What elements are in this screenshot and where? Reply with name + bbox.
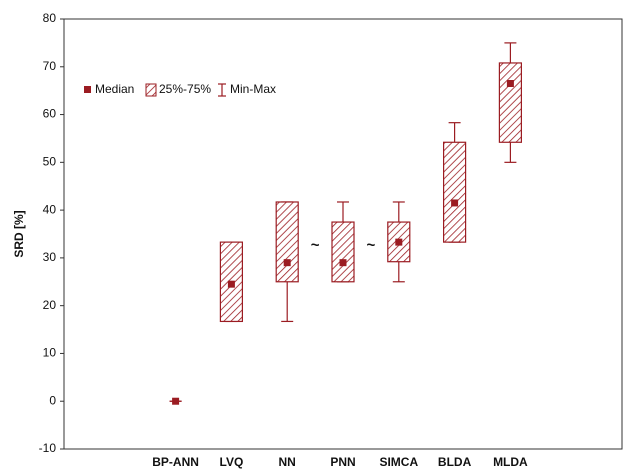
x-tick-label: LVQ bbox=[220, 455, 244, 469]
x-tick-label: MLDA bbox=[493, 455, 528, 469]
median-marker bbox=[339, 259, 347, 267]
median-marker bbox=[172, 397, 180, 405]
x-tick-label: SIMCA bbox=[379, 455, 418, 469]
annotation: ~ bbox=[311, 237, 320, 254]
box bbox=[275, 201, 299, 283]
x-tick-label: PNN bbox=[330, 455, 355, 469]
plot-frame bbox=[63, 18, 623, 450]
y-tick-label: 60 bbox=[43, 107, 57, 121]
median-marker bbox=[506, 80, 514, 87]
y-tick-label: 20 bbox=[43, 298, 57, 312]
y-tick-label: 40 bbox=[43, 202, 57, 216]
y-axis-label: SRD [%] bbox=[12, 210, 26, 257]
box bbox=[443, 141, 467, 243]
x-tick-label: BP-ANN bbox=[152, 455, 199, 469]
median-marker bbox=[227, 280, 235, 288]
median-marker bbox=[395, 238, 403, 246]
median-marker bbox=[283, 259, 291, 267]
y-tick-label: 70 bbox=[43, 59, 57, 73]
median-marker bbox=[451, 199, 459, 207]
y-tick-label: 0 bbox=[49, 393, 56, 407]
y-tick-label: 10 bbox=[43, 346, 57, 360]
legend-box-swatch bbox=[145, 83, 157, 97]
box bbox=[498, 62, 522, 143]
box bbox=[331, 221, 355, 283]
y-tick-label: 80 bbox=[43, 11, 57, 25]
x-tick-label: BLDA bbox=[438, 455, 472, 469]
legend-median-swatch bbox=[84, 86, 91, 93]
y-tick-label: 50 bbox=[43, 155, 57, 169]
legend-label: 25%-75% bbox=[159, 82, 211, 96]
y-tick-label: 30 bbox=[43, 250, 57, 264]
legend-label: Min-Max bbox=[230, 82, 276, 96]
y-tick-label: -10 bbox=[39, 441, 57, 455]
x-tick-label: NN bbox=[279, 455, 296, 469]
annotation: ~ bbox=[367, 237, 376, 254]
legend-label: Median bbox=[95, 82, 134, 96]
